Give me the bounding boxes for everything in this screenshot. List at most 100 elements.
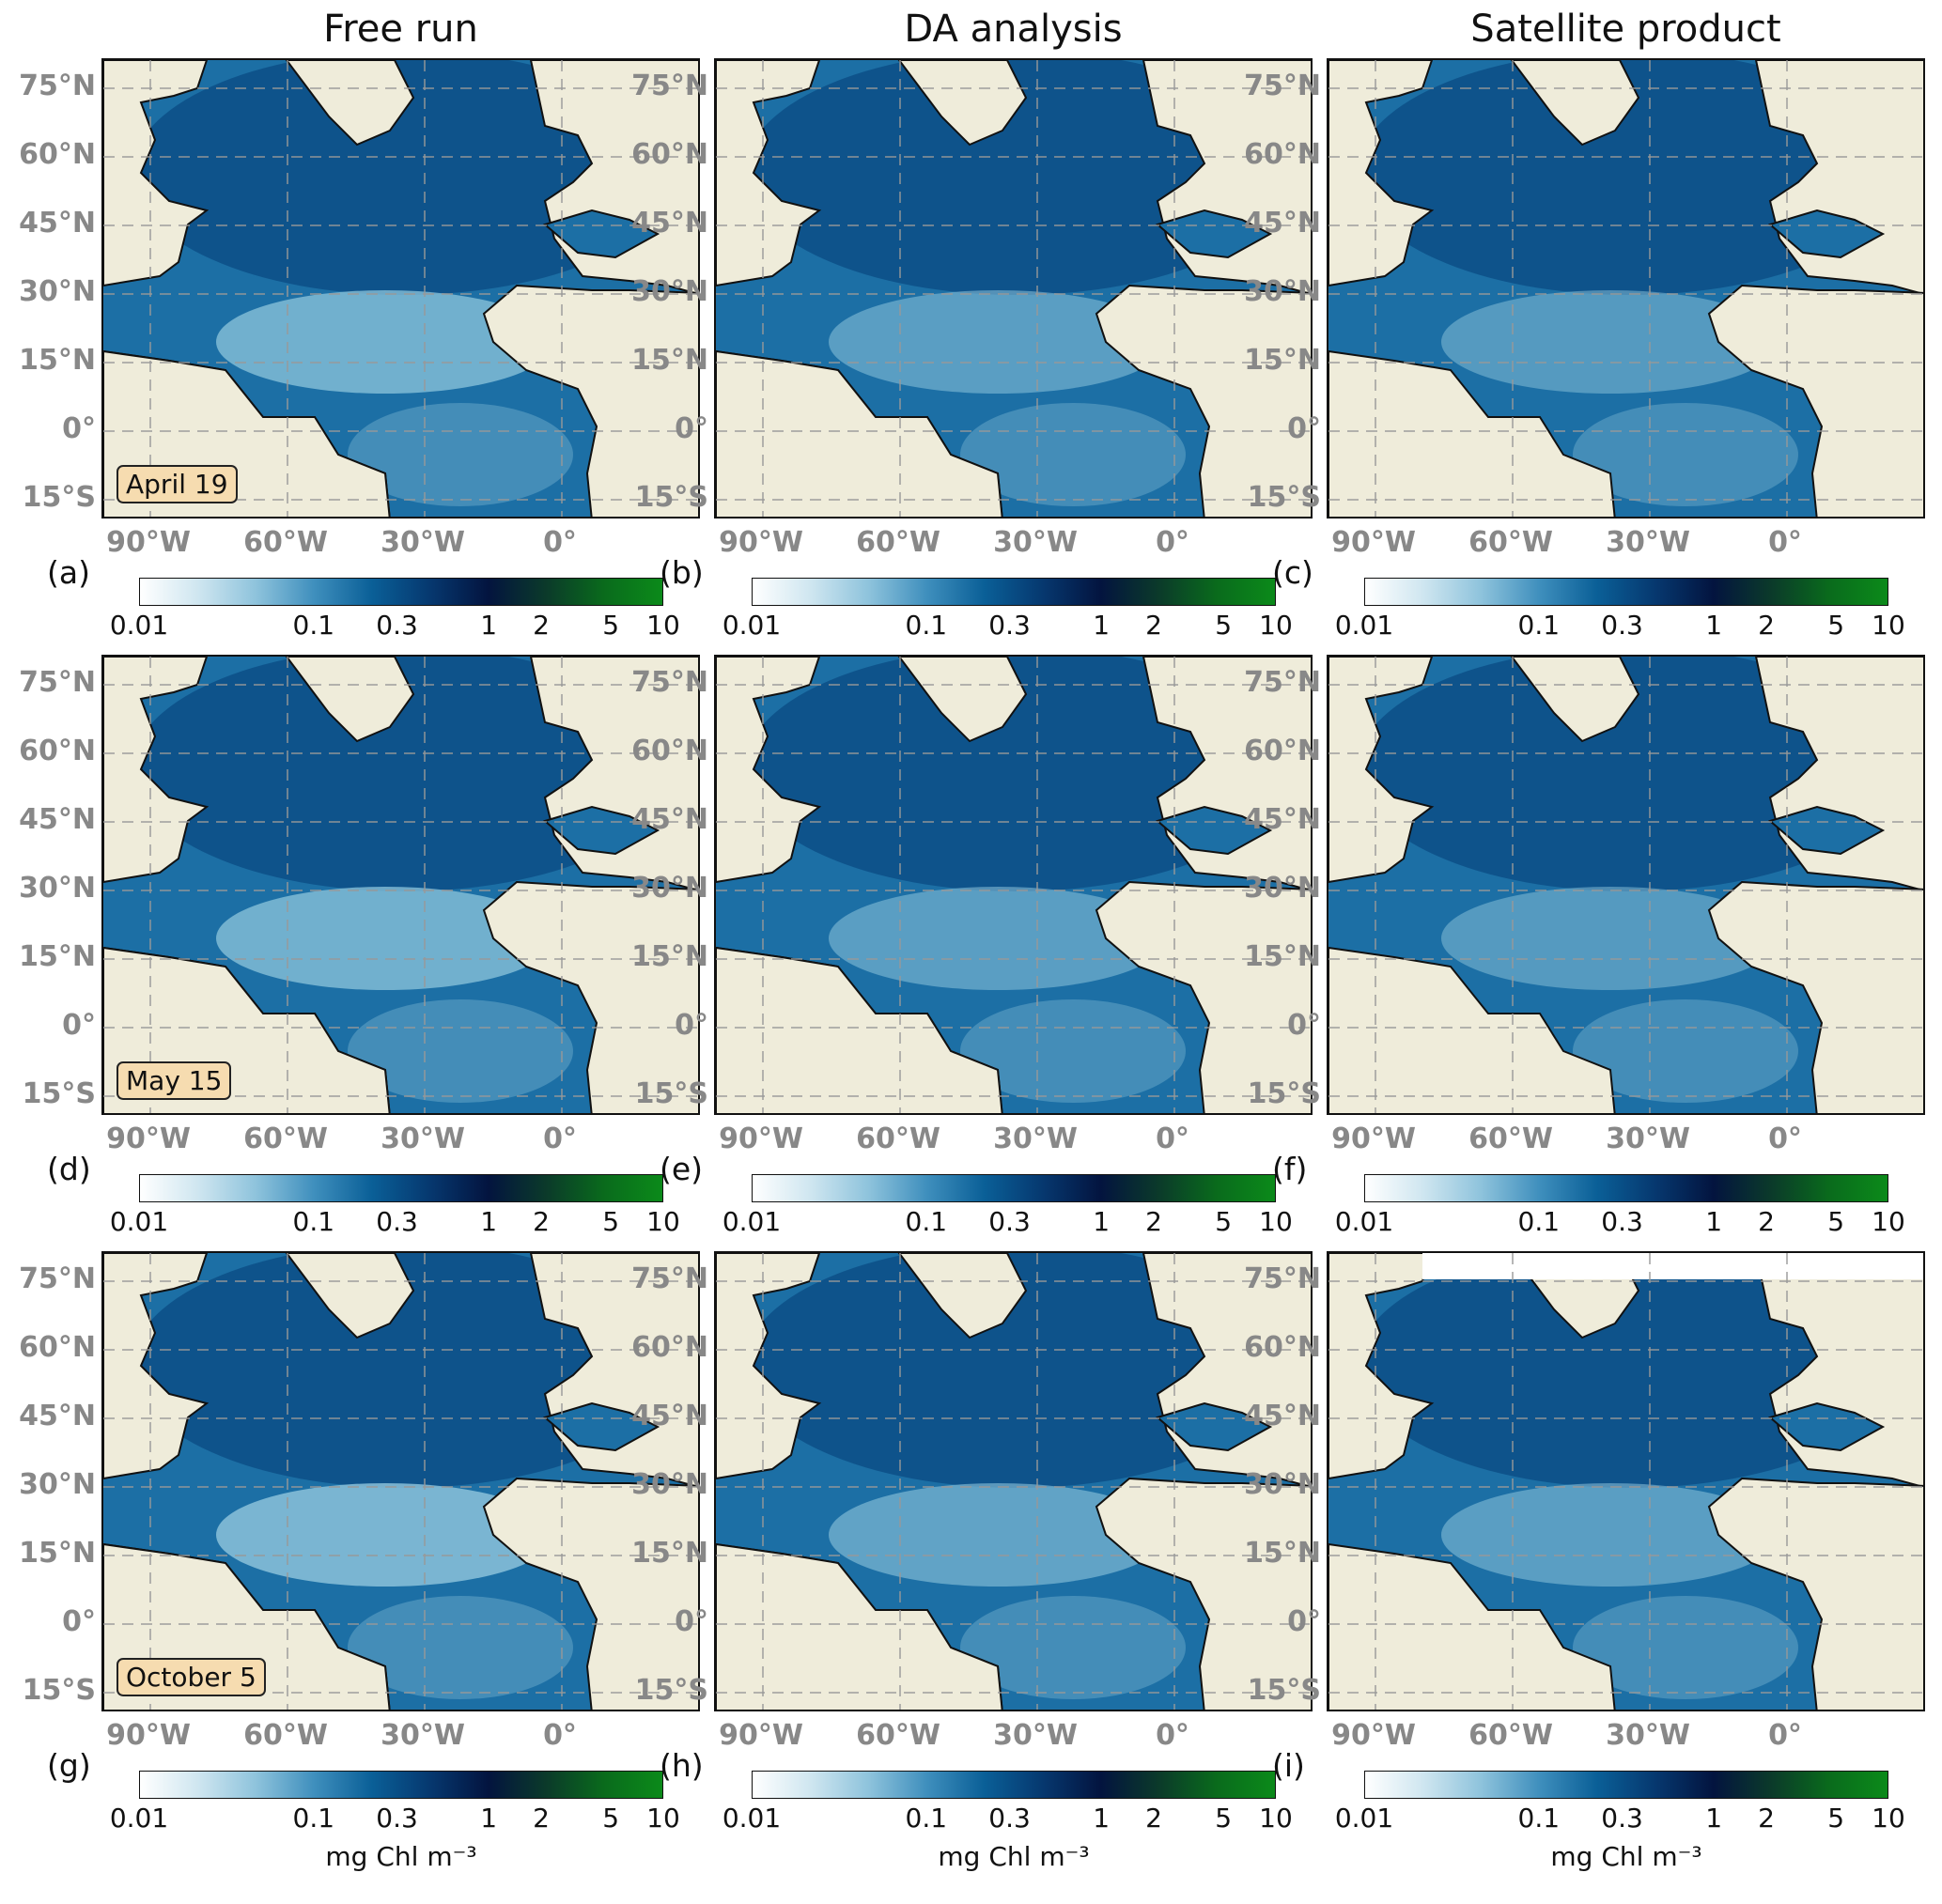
subtropical-gyre xyxy=(1441,1483,1779,1587)
colorbar-tick-label: 5 xyxy=(1827,1803,1845,1834)
subtropical-gyre xyxy=(216,290,554,394)
colorbar-tick-label: 10 xyxy=(646,610,680,641)
colorbar xyxy=(1364,1771,1888,1799)
latitude-label: 0° xyxy=(675,1009,708,1042)
colorbar-tick-label: 2 xyxy=(533,610,550,641)
colorbar-tick-label: 2 xyxy=(533,1803,550,1834)
longitude-label: 0° xyxy=(1768,1122,1802,1155)
longitude-label: 30°W xyxy=(1606,1719,1690,1752)
latitude-label: 60°N xyxy=(19,138,96,171)
greenland-land xyxy=(285,657,415,743)
greenland-land xyxy=(285,1253,415,1339)
colorbar-tick-label: 1 xyxy=(1093,610,1111,641)
column-title: Free run xyxy=(323,8,478,51)
north-atlantic-deep xyxy=(1357,1253,1902,1488)
colorbar-tick-label: 1 xyxy=(1093,1803,1111,1834)
north-america-land xyxy=(716,60,822,287)
latitude-label: 15°S xyxy=(634,481,708,514)
africa-land xyxy=(482,1477,698,1710)
colorbar-tick-label: 2 xyxy=(1145,1206,1162,1237)
longitude-label: 30°W xyxy=(993,1122,1078,1155)
latitude-label: 15°S xyxy=(1247,1077,1321,1110)
colorbar-tick-label: 1 xyxy=(480,610,498,641)
longitude-label: 90°W xyxy=(719,1719,803,1752)
north-atlantic-deep xyxy=(132,657,676,891)
longitude-label: 60°W xyxy=(856,526,940,559)
latitude-label: 15°N xyxy=(1244,1537,1321,1570)
colorbar-tick-label: 0.01 xyxy=(1334,1206,1394,1237)
colorbar-tick-label: 10 xyxy=(1872,1206,1905,1237)
longitude-label: 90°W xyxy=(1331,526,1416,559)
panel-label: (g) xyxy=(47,1747,91,1784)
longitude-label: 90°W xyxy=(719,526,803,559)
map-panel xyxy=(1327,58,1925,519)
colorbar-tick-label: 10 xyxy=(1259,1803,1293,1834)
colorbar-tick-label: 0.1 xyxy=(1517,1803,1561,1834)
north-atlantic-deep xyxy=(744,1253,1289,1488)
subtropical-gyre xyxy=(829,1483,1167,1587)
longitude-label: 90°W xyxy=(1331,1122,1416,1155)
longitude-label: 0° xyxy=(1768,526,1802,559)
africa-land xyxy=(1707,1477,1923,1710)
longitude-label: 0° xyxy=(543,1719,577,1752)
latitude-label: 75°N xyxy=(1244,666,1321,699)
colorbar-tick-label: 5 xyxy=(1215,610,1233,641)
latitude-label: 75°N xyxy=(19,666,96,699)
latitude-label: 0° xyxy=(675,412,708,445)
colorbar-tick-label: 0.01 xyxy=(1334,610,1394,641)
greenland-land xyxy=(1510,657,1640,743)
latitude-label: 0° xyxy=(62,412,96,445)
longitude-label: 60°W xyxy=(1468,526,1553,559)
latitude-label: 15°N xyxy=(631,940,708,973)
map-panel: October 5 xyxy=(101,1251,700,1711)
north-america-land xyxy=(1328,657,1435,884)
latitude-label: 30°N xyxy=(631,275,708,308)
column-title: DA analysis xyxy=(904,8,1123,51)
colorbar-tick-label: 1 xyxy=(480,1206,498,1237)
latitude-label: 75°N xyxy=(19,1262,96,1295)
latitude-label: 15°S xyxy=(1247,481,1321,514)
mediterranean-sea xyxy=(1767,1401,1886,1452)
map-panel xyxy=(1327,1251,1925,1711)
colorbar-tick-label: 2 xyxy=(1758,1803,1775,1834)
mediterranean-sea xyxy=(1155,209,1273,259)
colorbar-tick-label: 0.3 xyxy=(988,1803,1031,1834)
south-atlantic-gyre xyxy=(960,999,1186,1103)
colorbar xyxy=(139,1771,663,1799)
longitude-label: 30°W xyxy=(381,1719,465,1752)
south-atlantic-gyre xyxy=(960,1596,1186,1699)
panel-label: (c) xyxy=(1272,554,1313,591)
subtropical-gyre xyxy=(829,290,1167,394)
north-america-land xyxy=(103,1253,210,1480)
colorbar-tick-label: 1 xyxy=(1705,610,1723,641)
colorbar-tick-label: 0.1 xyxy=(292,1206,335,1237)
latitude-label: 30°N xyxy=(1244,1468,1321,1501)
colorbar xyxy=(752,1174,1276,1202)
africa-land xyxy=(1095,284,1311,517)
greenland-land xyxy=(897,60,1028,147)
latitude-label: 0° xyxy=(675,1605,708,1638)
south-america-land-overlay xyxy=(716,349,1003,517)
colorbar-tick-label: 1 xyxy=(1093,1206,1111,1237)
latitude-label: 0° xyxy=(1287,1605,1321,1638)
north-america-land xyxy=(716,657,822,884)
colorbar-tick-label: 0.3 xyxy=(1601,610,1643,641)
map-panel xyxy=(1327,655,1925,1115)
latitude-label: 45°N xyxy=(1244,1400,1321,1432)
south-atlantic-gyre xyxy=(1573,1596,1798,1699)
latitude-label: 0° xyxy=(1287,412,1321,445)
greenland-land xyxy=(1510,60,1640,147)
colorbar-tick-label: 5 xyxy=(602,610,620,641)
colorbar-tick-label: 0.01 xyxy=(109,1206,169,1237)
africa-land xyxy=(1707,284,1923,517)
subtropical-gyre xyxy=(216,1483,554,1587)
longitude-label: 60°W xyxy=(856,1719,940,1752)
colorbar-tick-label: 0.3 xyxy=(376,610,418,641)
longitude-label: 0° xyxy=(543,1122,577,1155)
latitude-label: 60°N xyxy=(631,735,708,767)
map-panel: April 19 xyxy=(101,58,700,519)
colorbar-tick-label: 5 xyxy=(1215,1803,1233,1834)
greenland-land xyxy=(897,1253,1028,1339)
north-america-land xyxy=(1328,1253,1435,1480)
latitude-label: 15°N xyxy=(1244,344,1321,377)
